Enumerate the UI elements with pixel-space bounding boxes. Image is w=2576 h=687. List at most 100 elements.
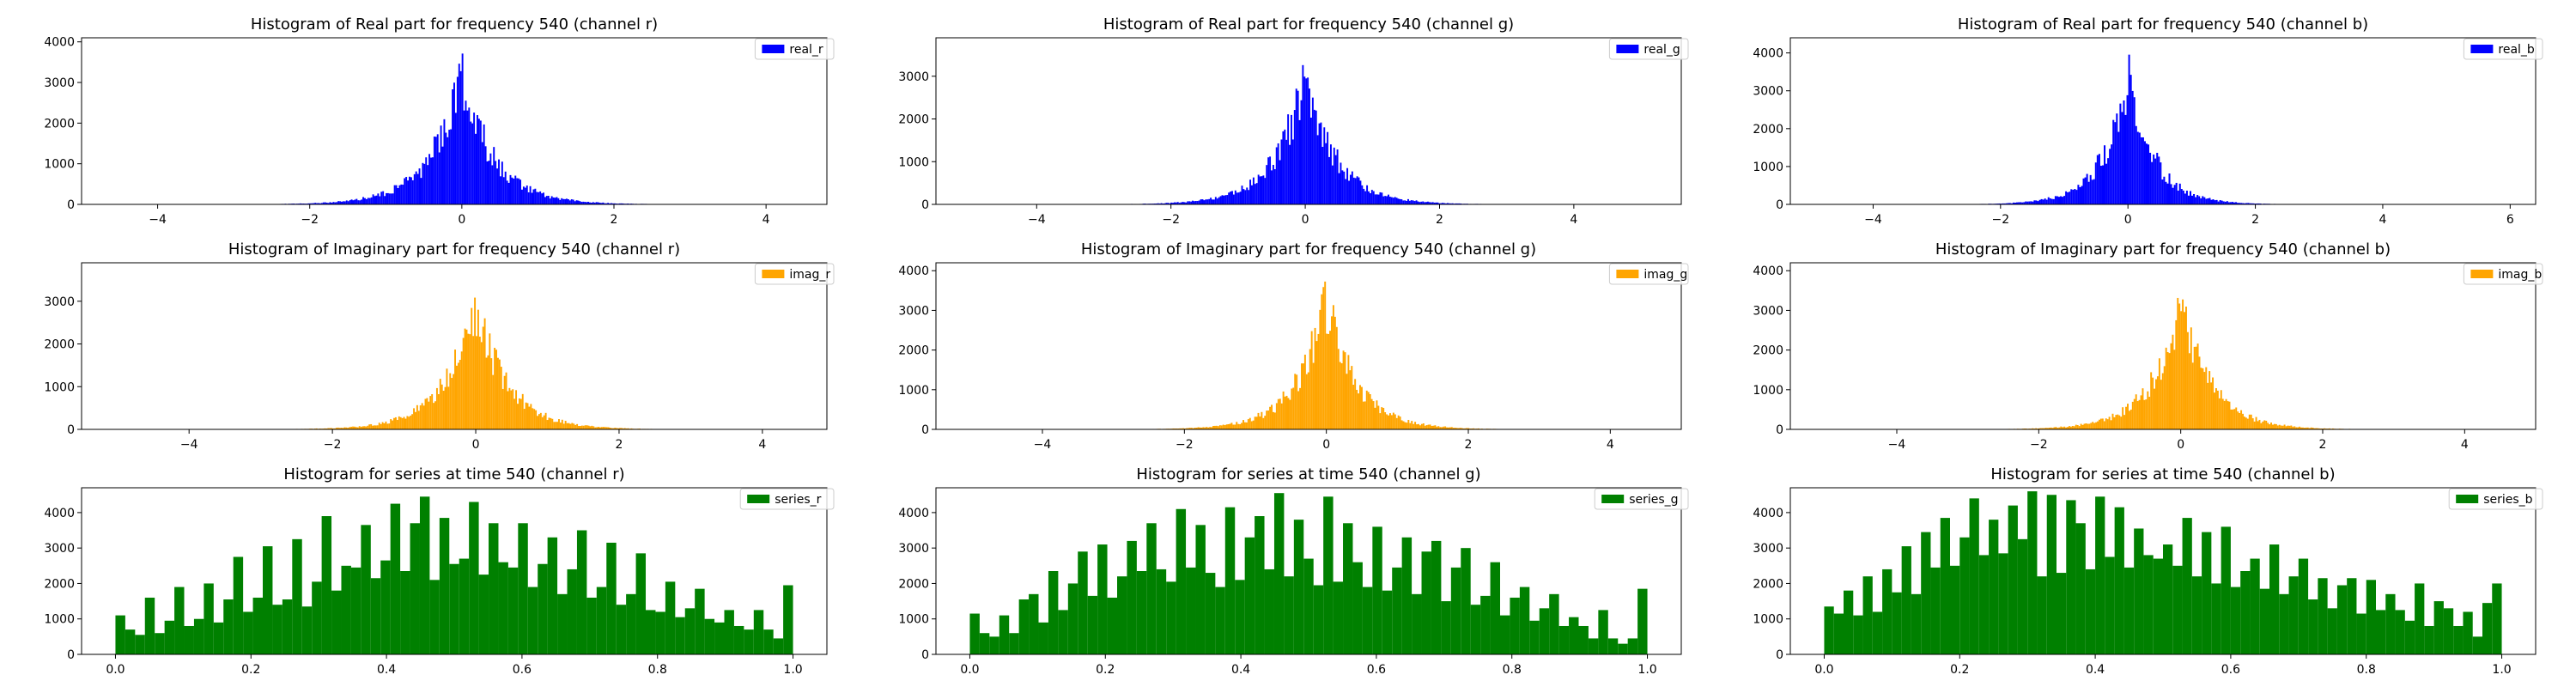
histogram-bar xyxy=(2047,197,2050,204)
histogram-bar xyxy=(1237,192,1240,204)
histogram-bar xyxy=(546,420,549,429)
histogram-bar xyxy=(350,567,361,654)
histogram-bar xyxy=(1342,350,1345,429)
histogram-bar xyxy=(223,599,234,654)
histogram-bar xyxy=(1254,416,1256,429)
axes-frame xyxy=(1789,262,2537,430)
histogram-bar xyxy=(1277,143,1279,204)
histogram-bar xyxy=(1194,428,1196,429)
histogram-bar xyxy=(1315,110,1317,204)
histogram-bar xyxy=(1326,333,1328,429)
histogram-bar xyxy=(1435,202,1437,204)
histogram-bar xyxy=(449,373,452,429)
histogram-bar xyxy=(312,581,322,654)
histogram-bar xyxy=(1297,391,1300,429)
histogram-bar xyxy=(2083,423,2086,429)
histogram-bar xyxy=(586,597,597,654)
histogram-bar xyxy=(1434,425,1437,429)
histogram-bar xyxy=(2021,202,2024,204)
histogram-bar xyxy=(1418,423,1419,429)
histogram-bar xyxy=(380,192,383,204)
legend-swatch xyxy=(1601,495,1625,503)
histogram-bar xyxy=(1182,202,1184,204)
histogram-bar xyxy=(2443,608,2454,654)
histogram-bar xyxy=(1321,294,1323,429)
histogram-bar xyxy=(1136,571,1147,654)
histogram-bar xyxy=(575,200,578,204)
histogram-bar xyxy=(550,196,553,204)
histogram-bar xyxy=(1450,567,1461,654)
legend-swatch xyxy=(2470,45,2494,53)
histogram-bar xyxy=(1267,410,1270,429)
histogram-bar xyxy=(314,203,317,204)
histogram-bar xyxy=(574,201,576,204)
histogram-bar xyxy=(573,423,575,429)
histogram-bar xyxy=(2120,416,2123,429)
histogram-bar xyxy=(2135,394,2137,429)
histogram-bar xyxy=(2288,425,2291,429)
histogram-bar xyxy=(2191,362,2194,429)
histogram-bar xyxy=(1009,633,1019,654)
histogram-bar xyxy=(1388,197,1391,204)
histogram-bar xyxy=(2269,424,2271,429)
histogram-bar xyxy=(1273,169,1276,204)
histogram-bar xyxy=(2193,193,2196,204)
histogram-bar xyxy=(1280,139,1283,204)
histogram-bar xyxy=(2093,179,2095,204)
histogram-bar xyxy=(2237,411,2239,429)
histogram-bar xyxy=(606,542,617,654)
histogram-bar xyxy=(1377,405,1380,429)
histogram-bar xyxy=(1229,423,1231,429)
histogram-bar xyxy=(1327,131,1329,204)
histogram-bar xyxy=(1266,410,1268,429)
histogram-bar xyxy=(450,129,453,204)
histogram-bar xyxy=(1293,520,1304,654)
histogram-bar xyxy=(1314,327,1316,429)
histogram-bar xyxy=(1382,407,1385,429)
histogram-bar xyxy=(2175,182,2178,204)
histogram-bar xyxy=(2149,152,2152,204)
histogram-bar xyxy=(532,408,534,429)
y-tick-label: 0 xyxy=(1776,198,1783,212)
histogram-bar xyxy=(1376,194,1378,204)
histogram-bar xyxy=(1316,135,1319,204)
histogram-bar xyxy=(342,428,344,429)
histogram-bar xyxy=(454,112,457,204)
subplot-4: Histogram of Imaginary part for frequenc… xyxy=(44,240,835,452)
legend-box xyxy=(1608,38,1689,60)
histogram-bar xyxy=(2136,131,2139,204)
histogram-bar xyxy=(1470,605,1481,654)
histogram-bar xyxy=(519,179,522,204)
histogram-bar xyxy=(2279,593,2289,654)
histogram-bar xyxy=(2180,311,2183,429)
x-tick-label: 0.8 xyxy=(1503,663,1522,677)
histogram-bar xyxy=(2151,161,2154,204)
histogram-bar xyxy=(1307,372,1309,429)
histogram-bar xyxy=(1399,416,1401,429)
histogram-bar xyxy=(518,398,520,429)
histogram-bar xyxy=(434,401,436,429)
histogram-bar xyxy=(442,391,445,429)
histogram-bar xyxy=(544,197,546,204)
histogram-bar xyxy=(2395,610,2405,654)
legend: series_g xyxy=(1594,488,1689,510)
histogram-bar xyxy=(2122,407,2124,429)
histogram-bar xyxy=(1397,415,1400,429)
histogram-bar xyxy=(377,193,380,204)
histogram-bar xyxy=(1167,203,1170,204)
histogram-bar xyxy=(367,198,369,204)
x-tick-label: 2 xyxy=(616,438,623,452)
histogram-bar xyxy=(320,203,323,204)
histogram-bar xyxy=(505,372,507,429)
histogram-bar xyxy=(530,404,532,429)
histogram-bar xyxy=(1447,427,1449,429)
histogram-bar xyxy=(2292,426,2294,429)
histogram-bar xyxy=(1242,420,1244,429)
y-tick-label: 2000 xyxy=(1753,577,1783,591)
histogram-bar xyxy=(2087,423,2089,429)
y-tick-label: 1000 xyxy=(898,613,929,627)
histogram-bar xyxy=(357,200,360,204)
histogram-bar xyxy=(1337,349,1340,429)
histogram-bar xyxy=(2030,201,2032,204)
histogram-bar xyxy=(1282,131,1285,204)
